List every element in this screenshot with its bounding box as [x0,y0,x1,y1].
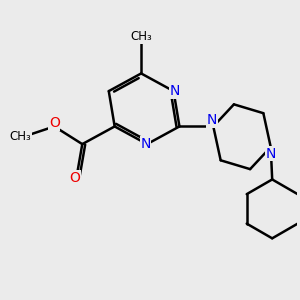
Text: O: O [49,116,60,130]
Text: N: N [207,113,217,127]
Text: N: N [140,137,151,151]
Text: O: O [70,171,80,185]
Text: CH₃: CH₃ [10,130,31,143]
Text: CH₃: CH₃ [130,30,152,43]
Text: N: N [266,146,276,161]
Text: N: N [170,84,180,98]
